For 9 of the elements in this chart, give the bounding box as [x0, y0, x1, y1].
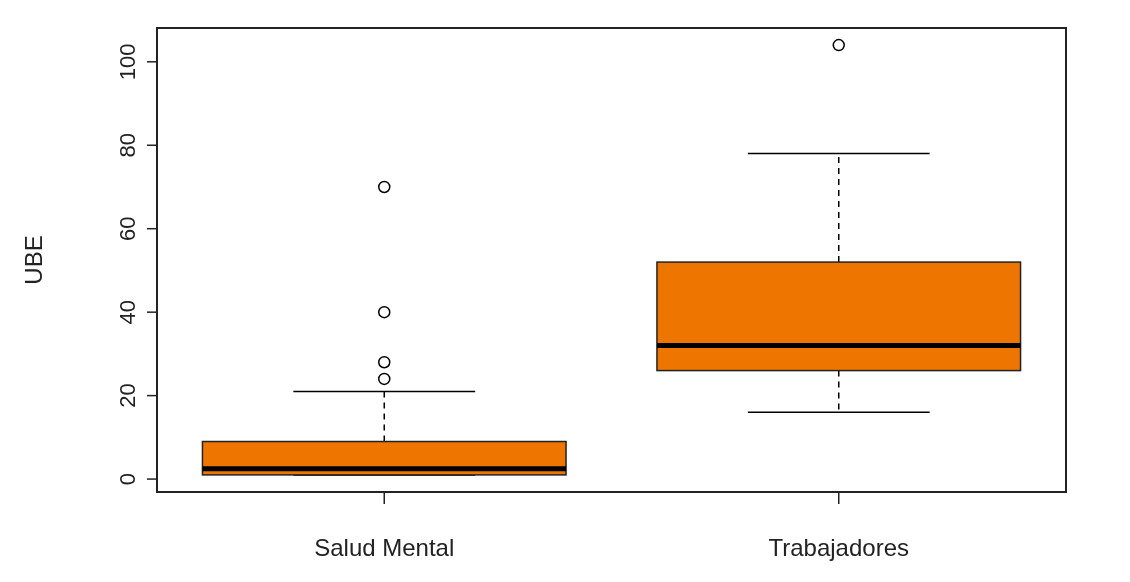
y-tick-label: 100 — [115, 43, 140, 81]
y-tick-label: 40 — [115, 299, 140, 325]
y-tick-label: 60 — [115, 216, 140, 241]
x-tick-label: Trabajadores — [768, 534, 910, 561]
y-tick-label: 20 — [115, 383, 140, 408]
y-tick-label: 0 — [115, 472, 140, 486]
x-tick-label: Salud Mental — [314, 534, 455, 561]
y-tick-label: 80 — [115, 133, 140, 158]
y-axis-title: UBE — [20, 235, 47, 285]
